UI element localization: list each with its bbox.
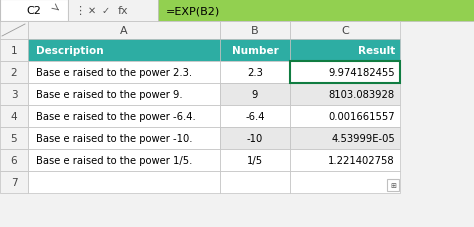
Bar — [0, 0, 68, 22]
Text: -6.4: -6.4 — [245, 111, 265, 121]
Bar — [290, 127, 400, 149]
Text: Base e raised to the power 1/5.: Base e raised to the power 1/5. — [36, 155, 192, 165]
Bar — [28, 62, 220, 84]
Bar — [290, 106, 400, 127]
Text: ⋮: ⋮ — [74, 6, 85, 16]
Text: Base e raised to the power -10.: Base e raised to the power -10. — [36, 133, 192, 143]
Bar — [220, 127, 290, 149]
Bar — [290, 171, 400, 193]
Text: -10: -10 — [247, 133, 263, 143]
Bar — [28, 22, 220, 40]
Bar — [220, 84, 290, 106]
Bar — [220, 62, 290, 84]
Text: Base e raised to the power 2.3.: Base e raised to the power 2.3. — [36, 68, 192, 78]
Bar — [0, 40, 28, 62]
Text: 9.974182455: 9.974182455 — [328, 68, 395, 78]
Text: ⊞: ⊞ — [390, 182, 396, 188]
Bar — [0, 106, 28, 127]
Text: Number: Number — [232, 46, 278, 56]
Bar — [28, 40, 220, 62]
Text: 1: 1 — [11, 46, 18, 56]
Text: Result: Result — [358, 46, 395, 56]
Bar — [220, 106, 290, 127]
Text: 1/5: 1/5 — [247, 155, 263, 165]
Text: C: C — [341, 26, 349, 36]
Bar — [220, 22, 290, 40]
Bar — [28, 171, 220, 193]
Bar — [28, 127, 220, 149]
Text: 4: 4 — [11, 111, 18, 121]
Text: ✓: ✓ — [102, 6, 110, 16]
Bar — [220, 149, 290, 171]
Text: 7: 7 — [11, 177, 18, 187]
Text: 1.221402758: 1.221402758 — [328, 155, 395, 165]
Text: ✕: ✕ — [88, 6, 96, 16]
Bar — [387, 179, 399, 191]
Bar — [0, 62, 28, 84]
Text: 4.53999E-05: 4.53999E-05 — [331, 133, 395, 143]
Text: 2.3: 2.3 — [247, 68, 263, 78]
Text: =EXP(B2): =EXP(B2) — [166, 6, 220, 16]
Bar — [220, 171, 290, 193]
Bar — [220, 40, 290, 62]
Text: 0.001661557: 0.001661557 — [328, 111, 395, 121]
Bar — [290, 84, 400, 106]
Text: B: B — [251, 26, 259, 36]
Text: 5: 5 — [11, 133, 18, 143]
Bar — [0, 171, 28, 193]
Text: 9: 9 — [252, 90, 258, 100]
Bar — [290, 149, 400, 171]
Bar — [68, 0, 158, 22]
Bar — [290, 62, 400, 84]
Bar — [0, 22, 28, 40]
Bar — [290, 22, 400, 40]
Text: Base e raised to the power -6.4.: Base e raised to the power -6.4. — [36, 111, 196, 121]
Bar — [28, 149, 220, 171]
Text: 8103.083928: 8103.083928 — [329, 90, 395, 100]
Bar — [28, 84, 220, 106]
Bar — [158, 0, 474, 22]
Text: Description: Description — [36, 46, 104, 56]
Bar — [28, 106, 220, 127]
Text: A: A — [120, 26, 128, 36]
Text: C2: C2 — [27, 6, 41, 16]
Bar — [0, 149, 28, 171]
Bar — [0, 84, 28, 106]
Text: 2: 2 — [11, 68, 18, 78]
Bar — [0, 127, 28, 149]
Text: fx: fx — [118, 6, 128, 16]
Text: 6: 6 — [11, 155, 18, 165]
Text: Base e raised to the power 9.: Base e raised to the power 9. — [36, 90, 182, 100]
Text: 3: 3 — [11, 90, 18, 100]
Bar — [290, 40, 400, 62]
